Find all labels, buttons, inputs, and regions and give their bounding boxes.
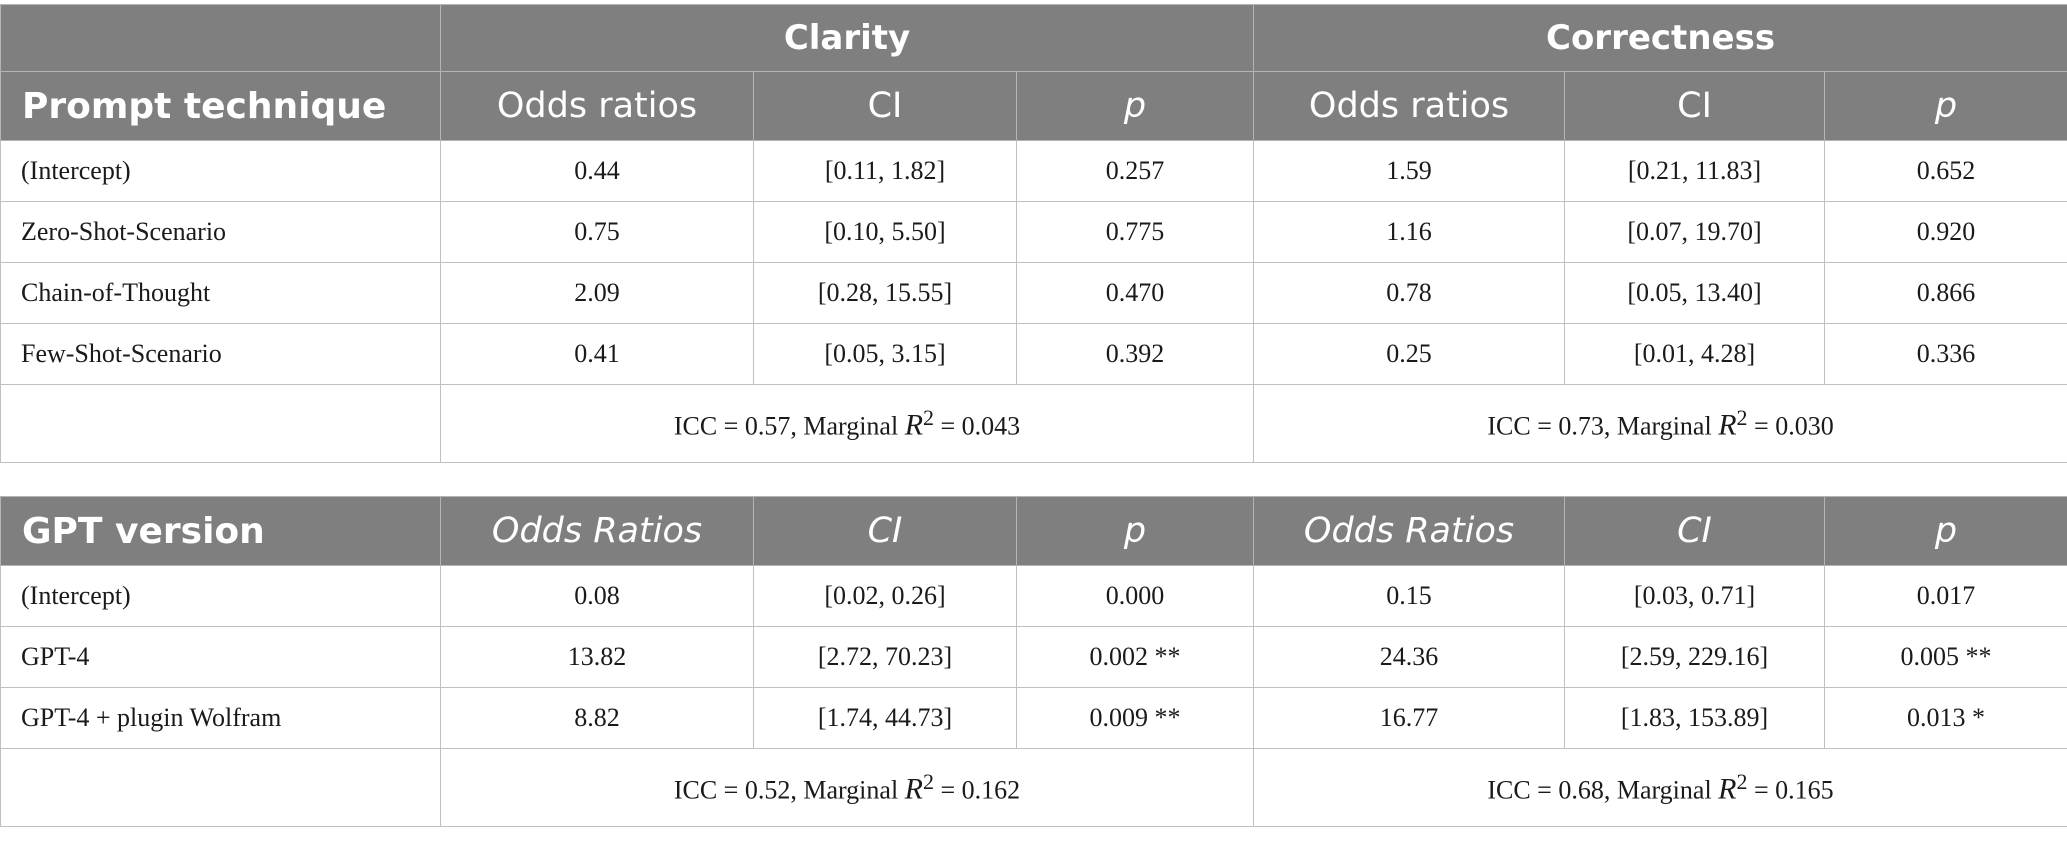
table-cell: 0.257 xyxy=(1015,140,1255,202)
prompt-technique-table: Clarity Correctness Prompt technique Odd… xyxy=(0,4,2067,463)
table-cell: [0.11, 1.82] xyxy=(753,140,1017,202)
table-cell: 0.013 * xyxy=(1824,687,2067,749)
table-cell: 0.44 xyxy=(440,140,754,202)
table-cell: 0.336 xyxy=(1824,323,2067,385)
table-cell: [0.03, 0.71] xyxy=(1564,565,1825,627)
table-cell: 0.000 xyxy=(1016,565,1254,627)
table-cell: [0.10, 5.50] xyxy=(753,201,1017,263)
summary-correctness: ICC = 0.68, Marginal R2 = 0.165 xyxy=(1253,748,2067,827)
table-cell: 0.920 xyxy=(1824,201,2067,263)
table-cell: 8.82 xyxy=(440,687,754,749)
row-label: Chain-of-Thought xyxy=(0,262,441,324)
row-label: Few-Shot-Scenario xyxy=(0,323,441,385)
column-header-p: p xyxy=(1824,71,2067,141)
table-cell: [2.59, 229.16] xyxy=(1564,626,1825,688)
table-cell: 0.470 xyxy=(1015,262,1255,324)
column-header-odds-ratios: Odds ratios xyxy=(440,71,754,141)
column-header-row: Prompt technique Odds ratios CI p Odds r… xyxy=(0,71,2067,141)
table-cell: 0.08 xyxy=(440,565,754,627)
table-cell: [0.05, 13.40] xyxy=(1564,262,1826,324)
summary-clarity: ICC = 0.57, Marginal R2 = 0.043 xyxy=(439,384,1255,463)
table-cell: 0.652 xyxy=(1824,140,2067,202)
table-cell: 0.866 xyxy=(1824,262,2067,324)
table-cell: 13.82 xyxy=(440,626,754,688)
table-cell: [0.01, 4.28] xyxy=(1564,323,1826,385)
column-header-p: p xyxy=(1824,496,2067,566)
row-label: (Intercept) xyxy=(0,140,441,202)
row-label: (Intercept) xyxy=(0,565,441,627)
table-cell: 0.78 xyxy=(1253,262,1566,324)
table-row: GPT-4 13.82 [2.72, 70.23] 0.002 ** 24.36… xyxy=(0,626,2067,688)
table-row: Zero-Shot-Scenario 0.75 [0.10, 5.50] 0.7… xyxy=(0,201,2067,263)
group-header-row: Clarity Correctness xyxy=(0,4,2067,72)
summary-correctness: ICC = 0.73, Marginal R2 = 0.030 xyxy=(1253,384,2067,463)
table-row: (Intercept) 0.44 [0.11, 1.82] 0.257 1.59… xyxy=(0,140,2067,202)
empty-cell xyxy=(0,748,441,827)
table-cell: 0.002 ** xyxy=(1016,626,1254,688)
table-cell: 0.41 xyxy=(440,323,754,385)
table-cell: 0.775 xyxy=(1015,201,1255,263)
table-cell: [1.83, 153.89] xyxy=(1564,687,1825,749)
table-cell: 0.009 ** xyxy=(1016,687,1254,749)
gpt-version-table: GPT version Odds Ratios CI p Odds Ratios… xyxy=(0,496,2067,827)
column-header-prompt-technique: Prompt technique xyxy=(0,71,441,141)
table-cell: 1.16 xyxy=(1253,201,1566,263)
table-cell: [0.05, 3.15] xyxy=(753,323,1017,385)
summary-row: ICC = 0.57, Marginal R2 = 0.043 ICC = 0.… xyxy=(0,384,2067,463)
empty-cell xyxy=(0,384,441,463)
table-row: Few-Shot-Scenario 0.41 [0.05, 3.15] 0.39… xyxy=(0,323,2067,385)
empty-header-cell xyxy=(0,4,441,72)
column-header-gpt-version: GPT version xyxy=(0,496,441,566)
summary-clarity: ICC = 0.52, Marginal R2 = 0.162 xyxy=(440,748,1254,827)
row-label: Zero-Shot-Scenario xyxy=(0,201,441,263)
table-row: Chain-of-Thought 2.09 [0.28, 15.55] 0.47… xyxy=(0,262,2067,324)
table-cell: 0.25 xyxy=(1253,323,1566,385)
table-cell: 2.09 xyxy=(440,262,754,324)
column-header-p: p xyxy=(1015,71,1255,141)
row-label: GPT-4 xyxy=(0,626,441,688)
table-cell: 0.75 xyxy=(440,201,754,263)
table-cell: [2.72, 70.23] xyxy=(753,626,1017,688)
column-header-row: GPT version Odds Ratios CI p Odds Ratios… xyxy=(0,496,2067,566)
row-label: GPT-4 + plugin Wolfram xyxy=(0,687,441,749)
table-row: GPT-4 + plugin Wolfram 8.82 [1.74, 44.73… xyxy=(0,687,2067,749)
summary-row: ICC = 0.52, Marginal R2 = 0.162 ICC = 0.… xyxy=(0,748,2067,827)
table-cell: [0.28, 15.55] xyxy=(753,262,1017,324)
table-row: (Intercept) 0.08 [0.02, 0.26] 0.000 0.15… xyxy=(0,565,2067,627)
table-cell: 24.36 xyxy=(1253,626,1565,688)
column-header-odds-ratios: Odds Ratios xyxy=(440,496,754,566)
group-header-correctness: Correctness xyxy=(1253,4,2067,72)
column-header-odds-ratios: Odds ratios xyxy=(1253,71,1566,141)
table-cell: 1.59 xyxy=(1253,140,1566,202)
table-cell: 0.392 xyxy=(1015,323,1255,385)
table-cell: 0.15 xyxy=(1253,565,1565,627)
table-cell: 0.005 ** xyxy=(1824,626,2067,688)
table-cell: [1.74, 44.73] xyxy=(753,687,1017,749)
column-header-ci: CI xyxy=(753,71,1017,141)
column-header-ci: CI xyxy=(753,496,1017,566)
group-header-clarity: Clarity xyxy=(439,4,1255,72)
table-cell: [0.21, 11.83] xyxy=(1564,140,1826,202)
table-cell: 0.017 xyxy=(1824,565,2067,627)
column-header-ci: CI xyxy=(1564,496,1825,566)
table-cell: 16.77 xyxy=(1253,687,1565,749)
column-header-odds-ratios: Odds Ratios xyxy=(1253,496,1565,566)
table-cell: [0.07, 19.70] xyxy=(1564,201,1826,263)
table-cell: [0.02, 0.26] xyxy=(753,565,1017,627)
column-header-ci: CI xyxy=(1564,71,1826,141)
column-header-p: p xyxy=(1016,496,1254,566)
